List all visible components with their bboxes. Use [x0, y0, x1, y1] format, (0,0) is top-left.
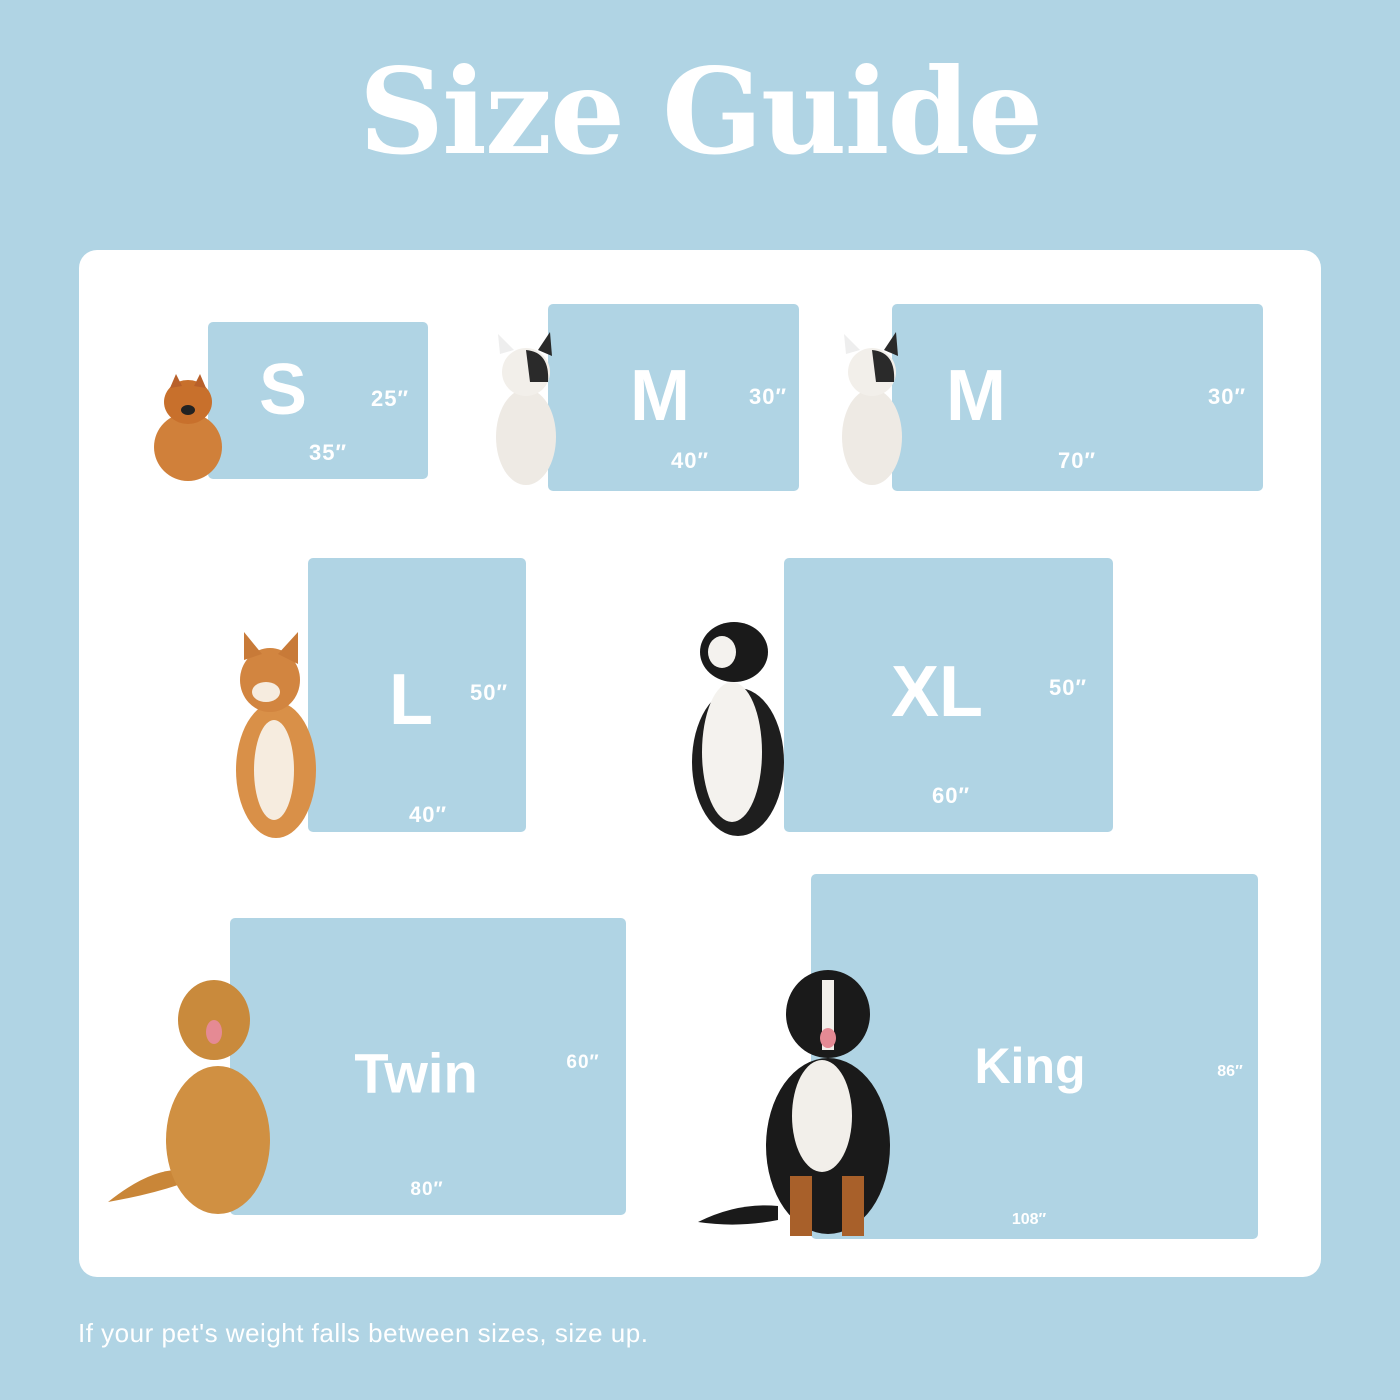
border-collie-image	[692, 622, 784, 836]
size-width-m-2: 30″	[1207, 384, 1247, 409]
size-card-twin	[230, 918, 626, 1215]
size-label-king: King	[974, 1038, 1086, 1094]
size-label-twin: Twin	[354, 1041, 478, 1105]
size-width-l: 50″	[469, 680, 509, 705]
size-label-xl: XL	[890, 652, 984, 732]
size-length-king: 108″	[1011, 1211, 1047, 1228]
size-width-king: 86″	[1217, 1063, 1243, 1080]
french-bulldog-image	[842, 332, 902, 485]
size-length-s: 35″	[308, 440, 348, 465]
size-width-twin: 60″	[566, 1052, 600, 1073]
size-label-s: S	[258, 350, 308, 430]
size-length-l: 40″	[408, 802, 448, 827]
shiba-inu-image	[236, 632, 316, 838]
size-label-m-1: M	[630, 356, 690, 436]
size-length-m-2: 70″	[1057, 448, 1097, 473]
size-length-m-1: 40″	[670, 448, 710, 473]
sizing-note: If your pet's weight falls between sizes…	[78, 1318, 649, 1348]
bernese-mountain-dog-image	[698, 970, 890, 1236]
size-width-s: 25″	[370, 386, 410, 411]
page-title: Size Guide	[358, 42, 1043, 181]
golden-retriever-image	[108, 980, 270, 1214]
size-card-m-2	[892, 304, 1263, 491]
size-card-l	[308, 558, 526, 832]
size-label-m-2: M	[946, 356, 1006, 436]
french-bulldog-image	[496, 332, 556, 485]
size-card-s	[208, 322, 428, 479]
size-label-l: L	[389, 660, 433, 740]
size-width-m-1: 30″	[748, 384, 788, 409]
size-width-xl: 50″	[1048, 675, 1088, 700]
size-card-xl	[784, 558, 1113, 832]
size-length-twin: 80″	[410, 1179, 444, 1200]
size-card-m-1	[548, 304, 799, 491]
size-length-xl: 60″	[931, 783, 971, 808]
pomeranian-image	[154, 374, 222, 481]
